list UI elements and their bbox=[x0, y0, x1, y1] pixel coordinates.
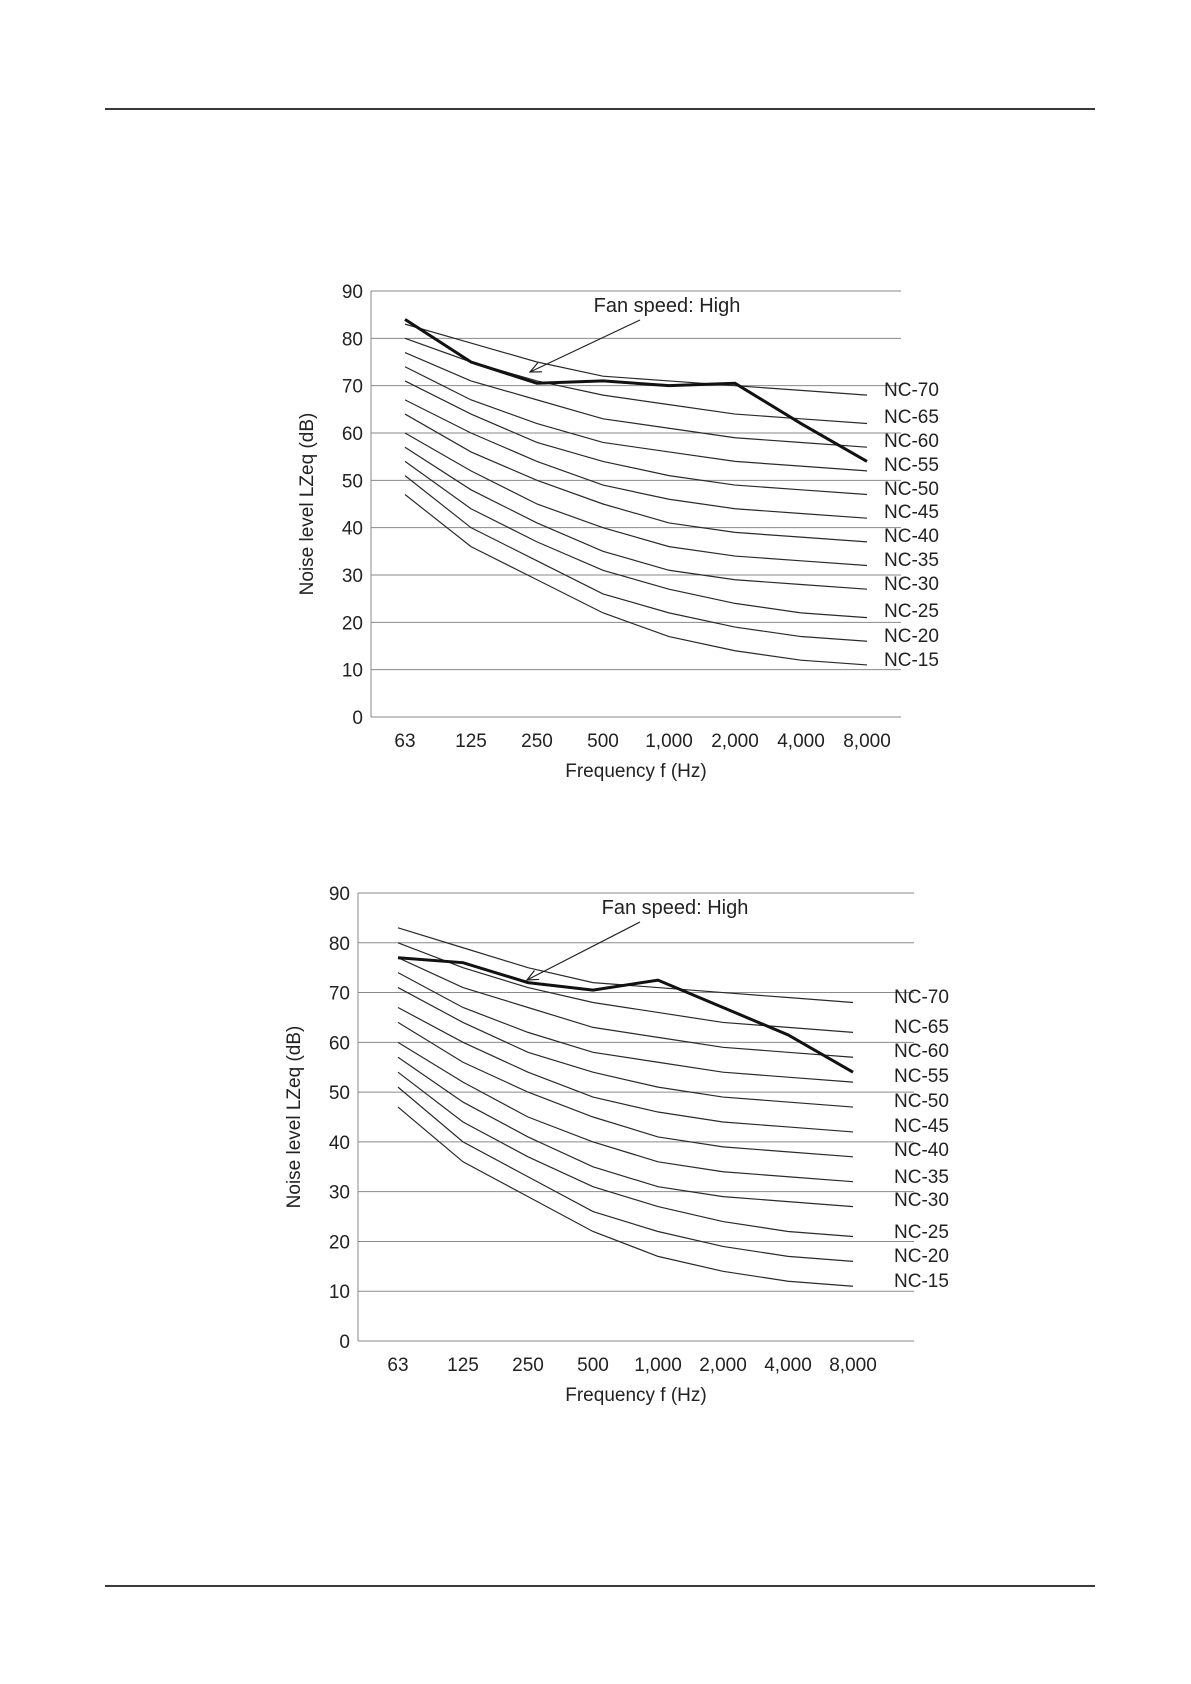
nc-curve-line bbox=[404, 475, 868, 642]
nc-curve-line bbox=[404, 351, 868, 448]
nc-curve-line bbox=[397, 942, 854, 1033]
nc-curve-line bbox=[397, 1106, 854, 1287]
nc-curve-label: NC-35 bbox=[884, 550, 939, 571]
y-tick-label: 10 bbox=[329, 1282, 350, 1303]
nc-curve-label: NC-50 bbox=[894, 1091, 949, 1112]
nc-curve-line bbox=[397, 972, 854, 1083]
nc-curve-line bbox=[397, 1071, 854, 1238]
y-tick-label: 20 bbox=[342, 613, 363, 634]
x-tick-label: 2,000 bbox=[699, 1355, 747, 1376]
nc-curve-label: NC-30 bbox=[884, 574, 939, 595]
nc-curve-line bbox=[397, 957, 854, 1058]
nc-curve-label: NC-65 bbox=[894, 1017, 949, 1038]
nc-chart-1: 0 10 20 30 40 50 60 70 80 90 63 125 250 500 1,000 2,000… bbox=[297, 282, 939, 782]
nc-curve-line bbox=[397, 1086, 854, 1262]
x-tick-label: 63 bbox=[394, 731, 415, 752]
nc-curve-line bbox=[397, 987, 854, 1108]
nc-curve-label: NC-45 bbox=[894, 1116, 949, 1137]
nc-curve-line bbox=[404, 366, 868, 472]
annotation-arrowhead bbox=[528, 362, 543, 373]
y-tick-label: 50 bbox=[329, 1083, 350, 1104]
nc-curve-line bbox=[404, 432, 868, 567]
nc-curve-line bbox=[404, 413, 868, 543]
x-axis-title: Frequency f (Hz) bbox=[565, 1385, 706, 1406]
nc-curve-label: NC-35 bbox=[894, 1167, 949, 1188]
nc-curve-label: NC-55 bbox=[884, 455, 939, 476]
nc-curve-label: NC-25 bbox=[894, 1222, 949, 1243]
nc-curve-label: NC-50 bbox=[884, 479, 939, 500]
y-tick-label: 70 bbox=[342, 377, 363, 398]
y-tick-label: 10 bbox=[342, 661, 363, 682]
y-tick-label: 90 bbox=[329, 884, 350, 905]
y-tick-label: 0 bbox=[352, 708, 363, 729]
nc-curve-label: NC-65 bbox=[884, 407, 939, 428]
nc-curve-label: NC-20 bbox=[884, 626, 939, 647]
nc-curve-line bbox=[397, 1006, 854, 1133]
nc-curve-label: NC-40 bbox=[894, 1140, 949, 1161]
x-tick-label: 4,000 bbox=[777, 731, 825, 752]
y-tick-label: 60 bbox=[329, 1033, 350, 1054]
x-tick-label: 1,000 bbox=[634, 1355, 682, 1376]
nc-curve-label: NC-15 bbox=[894, 1271, 949, 1292]
measured-series-line bbox=[397, 956, 854, 1074]
y-tick-label: 30 bbox=[342, 566, 363, 587]
x-tick-label: 8,000 bbox=[829, 1355, 877, 1376]
nc-curve-label: NC-55 bbox=[894, 1066, 949, 1087]
y-tick-label: 70 bbox=[329, 984, 350, 1005]
y-tick-label: 40 bbox=[329, 1133, 350, 1154]
x-tick-label: 4,000 bbox=[764, 1355, 812, 1376]
nc-curve-label: NC-70 bbox=[884, 380, 939, 401]
nc-curve-line bbox=[397, 1056, 854, 1208]
header-rule bbox=[105, 108, 1095, 110]
x-tick-label: 1,000 bbox=[645, 731, 693, 752]
nc-curve-line bbox=[397, 1041, 854, 1183]
nc-curve-label: NC-30 bbox=[894, 1190, 949, 1211]
y-axis-title: Noise level LZeq (dB) bbox=[284, 1026, 305, 1209]
x-tick-label: 125 bbox=[455, 731, 487, 752]
nc-curve-label: NC-40 bbox=[884, 526, 939, 547]
nc-curve-label: NC-45 bbox=[884, 502, 939, 523]
annotation-label: Fan speed: High bbox=[594, 295, 741, 317]
nc-chart-2: 0 10 20 30 40 50 60 70 80 90 63 125 250 500 1,000 2,000… bbox=[284, 884, 949, 1406]
annotation-label: Fan speed: High bbox=[602, 897, 749, 919]
y-tick-label: 50 bbox=[342, 471, 363, 492]
annotation-arrow bbox=[526, 921, 641, 981]
nc-curve-label: NC-25 bbox=[884, 601, 939, 622]
y-tick-label: 80 bbox=[342, 329, 363, 350]
y-tick-label: 20 bbox=[329, 1232, 350, 1253]
y-tick-label: 30 bbox=[329, 1183, 350, 1204]
x-tick-label: 250 bbox=[521, 731, 553, 752]
x-tick-label: 63 bbox=[387, 1355, 408, 1376]
measured-series-line bbox=[404, 318, 868, 463]
y-tick-label: 90 bbox=[342, 282, 363, 303]
nc-curve-label: NC-20 bbox=[894, 1246, 949, 1267]
nc-curve-line bbox=[404, 399, 868, 519]
nc-curve-line bbox=[404, 323, 868, 396]
nc-curve-line bbox=[404, 380, 868, 496]
y-tick-label: 0 bbox=[339, 1332, 350, 1353]
nc-curve-line bbox=[404, 460, 868, 619]
nc-curve-line bbox=[397, 1021, 854, 1158]
x-tick-label: 500 bbox=[587, 731, 619, 752]
nc-curve-line bbox=[404, 446, 868, 590]
y-tick-label: 40 bbox=[342, 519, 363, 540]
x-tick-label: 250 bbox=[512, 1355, 544, 1376]
nc-curve-label: NC-60 bbox=[884, 431, 939, 452]
x-tick-label: 2,000 bbox=[711, 731, 759, 752]
x-tick-label: 125 bbox=[447, 1355, 479, 1376]
nc-curve-label: NC-60 bbox=[894, 1041, 949, 1062]
annotation-arrow bbox=[529, 319, 641, 373]
x-tick-label: 8,000 bbox=[843, 731, 891, 752]
y-axis-title: Noise level LZeq (dB) bbox=[297, 413, 318, 596]
nc-curve-line bbox=[404, 494, 868, 666]
x-tick-label: 500 bbox=[577, 1355, 609, 1376]
nc-curve-label: NC-15 bbox=[884, 650, 939, 671]
footer-rule bbox=[105, 1585, 1095, 1587]
y-tick-label: 60 bbox=[342, 424, 363, 445]
x-axis-title: Frequency f (Hz) bbox=[565, 761, 706, 782]
annotation-arrowhead bbox=[525, 970, 540, 981]
nc-curve-label: NC-70 bbox=[894, 987, 949, 1008]
y-tick-label: 80 bbox=[329, 934, 350, 955]
